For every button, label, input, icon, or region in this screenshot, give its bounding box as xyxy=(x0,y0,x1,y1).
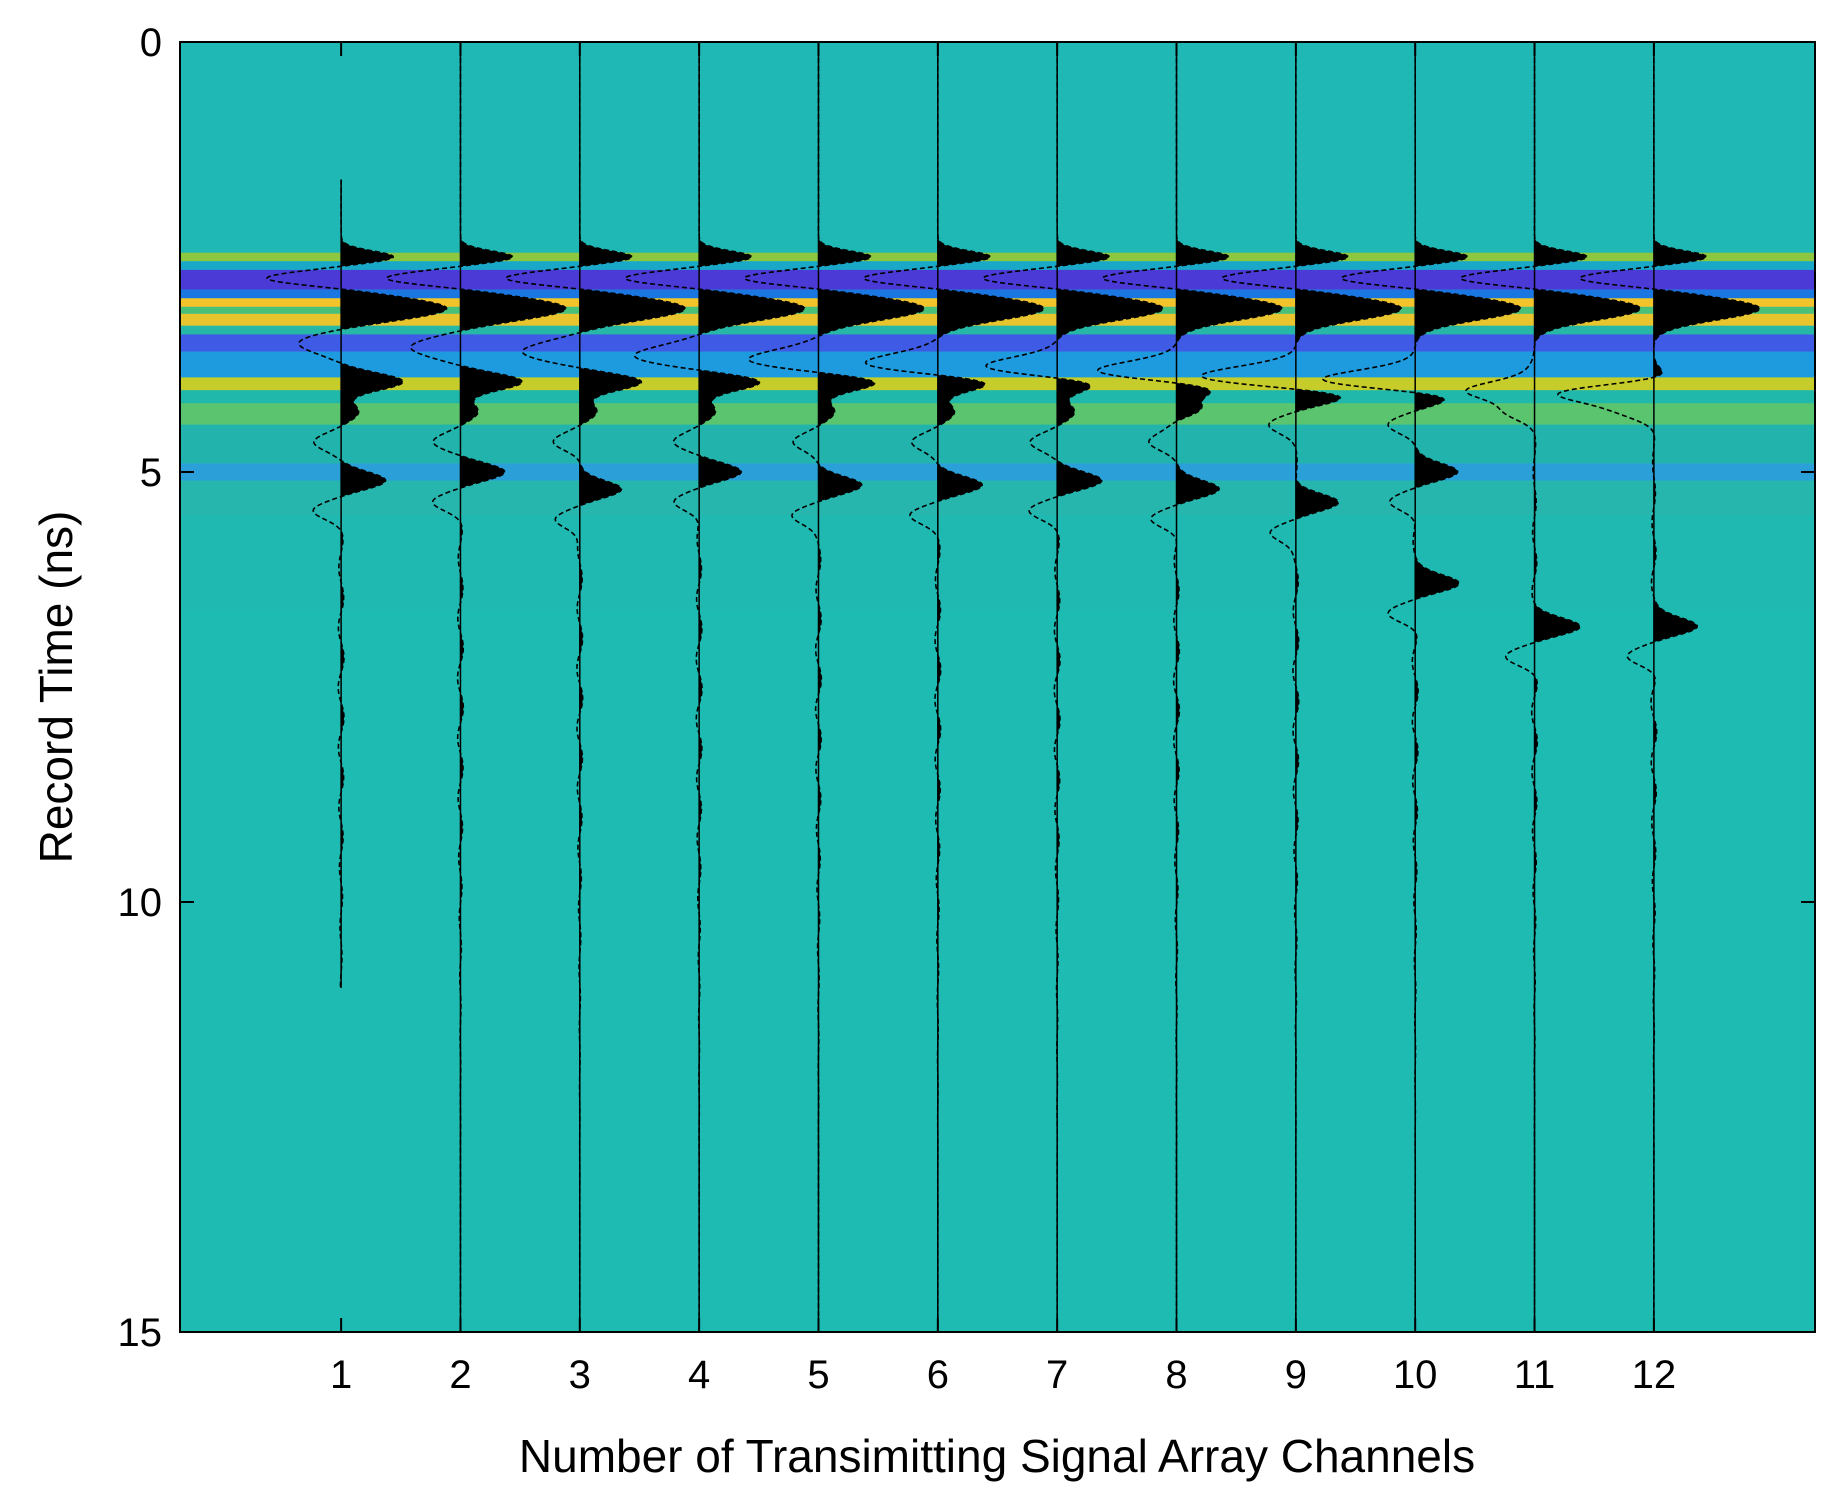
x-tick-label: 3 xyxy=(569,1353,591,1397)
x-tick-label: 5 xyxy=(807,1353,829,1397)
x-tick-label: 9 xyxy=(1285,1353,1307,1397)
heatmap-band xyxy=(180,325,1815,335)
heatmap-band xyxy=(180,351,1815,378)
heatmap-band xyxy=(180,377,1815,391)
trace-fill-4 xyxy=(699,42,805,1332)
trace-line-5 xyxy=(743,42,926,1332)
trace-fill-3 xyxy=(579,42,686,1332)
heatmap-band xyxy=(180,261,1815,270)
trace-fill-10 xyxy=(1415,42,1521,1332)
plot-frame xyxy=(179,41,1816,1333)
y-axis-title: Record Time (ns) xyxy=(30,511,82,864)
trace-fill-5 xyxy=(818,42,925,1332)
trace-fill-7 xyxy=(1057,42,1163,1332)
heatmap-band xyxy=(180,42,1815,253)
trace-fill-12 xyxy=(1653,42,1760,1332)
heatmap-band xyxy=(180,463,1815,481)
wiggle-traces xyxy=(266,42,1761,1332)
heatmap-band xyxy=(180,403,1815,425)
y-tick-label: 0 xyxy=(140,21,162,65)
heatmap-band xyxy=(180,252,1815,262)
heatmap-band xyxy=(180,609,1815,1332)
x-tick-label: 2 xyxy=(449,1353,471,1397)
x-tick-label: 4 xyxy=(688,1353,710,1397)
heatmap-band xyxy=(180,480,1815,515)
y-tick-label: 10 xyxy=(118,881,163,925)
x-tick-label: 12 xyxy=(1632,1353,1677,1397)
x-tick-label: 1 xyxy=(330,1353,352,1397)
trace-fill-6 xyxy=(937,42,1044,1332)
x-tick-label: 11 xyxy=(1514,1353,1556,1397)
heatmap-band xyxy=(180,390,1815,404)
x-tick-label: 10 xyxy=(1393,1353,1438,1397)
y-tick-label: 15 xyxy=(118,1311,163,1355)
heatmap-band xyxy=(180,515,1815,610)
heatmap-band xyxy=(180,424,1815,464)
trace-fill-11 xyxy=(1534,42,1641,1332)
x-axis-title: Number of Transimitting Signal Array Cha… xyxy=(519,1430,1475,1482)
trace-fill-8 xyxy=(1176,42,1283,1332)
x-tick-label: 8 xyxy=(1165,1353,1187,1397)
y-tick-label: 5 xyxy=(140,451,162,495)
heatmap-band xyxy=(180,269,1815,290)
heatmap xyxy=(180,42,1815,1332)
x-tick-label: 6 xyxy=(927,1353,949,1397)
heatmap-band xyxy=(180,334,1815,352)
x-tick-label: 7 xyxy=(1046,1353,1068,1397)
trace-fill-1 xyxy=(341,179,447,989)
trace-fill-9 xyxy=(1295,42,1402,1332)
trace-line-4 xyxy=(624,42,806,1332)
heatmap-band xyxy=(180,289,1815,299)
trace-fill-2 xyxy=(460,42,566,1332)
